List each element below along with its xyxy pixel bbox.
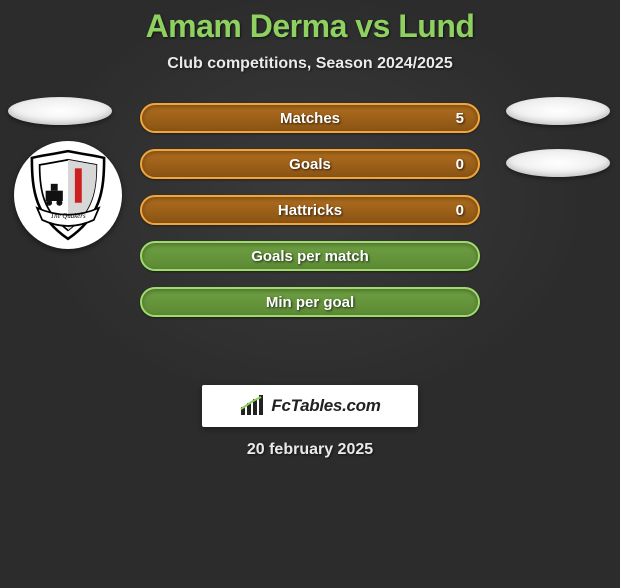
stat-row-goals-per-match: Goals per match	[140, 241, 480, 271]
stat-value: 5	[456, 110, 464, 127]
page-subtitle: Club competitions, Season 2024/2025	[0, 55, 620, 73]
stat-value: 0	[456, 202, 464, 219]
brand-text: FcTables.com	[271, 396, 380, 416]
footer-date: 20 february 2025	[0, 441, 620, 459]
bar-chart-icon	[239, 395, 265, 417]
stat-label: Min per goal	[266, 294, 354, 311]
player-right-silhouette-2	[506, 149, 610, 177]
player-left-silhouette	[8, 97, 112, 125]
stat-label: Hattricks	[278, 202, 342, 219]
stat-label: Goals per match	[251, 248, 369, 265]
stat-label: Goals	[289, 156, 331, 173]
fctables-badge[interactable]: FcTables.com	[202, 385, 418, 427]
stat-label: Matches	[280, 110, 340, 127]
crest-svg: The Quakers	[25, 147, 111, 243]
comparison-stage: The Quakers Matches 5 Goals 0 Hattricks …	[0, 97, 620, 357]
stat-row-goals: Goals 0	[140, 149, 480, 179]
stat-value: 0	[456, 156, 464, 173]
stat-bars: Matches 5 Goals 0 Hattricks 0 Goals per …	[140, 87, 480, 317]
player-right-silhouette-1	[506, 97, 610, 125]
crest-banner-text: The Quakers	[50, 213, 86, 220]
page-title: Amam Derma vs Lund	[0, 8, 620, 45]
stat-row-matches: Matches 5	[140, 103, 480, 133]
club-crest: The Quakers	[14, 141, 122, 249]
stat-row-min-per-goal: Min per goal	[140, 287, 480, 317]
stat-row-hattricks: Hattricks 0	[140, 195, 480, 225]
